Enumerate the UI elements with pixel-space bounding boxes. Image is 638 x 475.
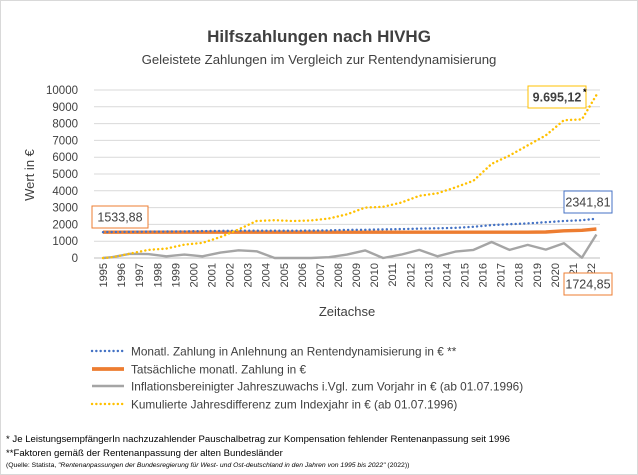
y-tick-label: 2000 bbox=[52, 219, 78, 231]
x-tick-label: 2019 bbox=[532, 263, 544, 287]
x-tick-label: 2014 bbox=[441, 263, 453, 287]
data-label-box bbox=[563, 190, 613, 214]
y-tick-label: 1000 bbox=[52, 236, 78, 248]
x-tick-label: 2013 bbox=[423, 263, 435, 287]
y-tick-label: 8000 bbox=[52, 119, 78, 131]
y-tick-label: 5000 bbox=[52, 169, 78, 181]
x-tick-label: 2012 bbox=[405, 263, 417, 287]
y-tick-label: 7000 bbox=[52, 135, 78, 147]
source-suffix: (2022)) bbox=[385, 462, 410, 469]
x-tick-label: 2005 bbox=[279, 263, 291, 287]
y-tick-label: 9000 bbox=[52, 102, 78, 114]
data-label: 2341,81 bbox=[565, 196, 610, 210]
x-tick-label: 1999 bbox=[170, 263, 182, 287]
y-axis-title: Wert in € bbox=[22, 148, 37, 201]
x-tick-label: 1997 bbox=[134, 263, 146, 287]
x-tick-label: 2002 bbox=[225, 263, 237, 287]
x-tick-label: 1998 bbox=[152, 263, 164, 287]
y-tick-label: 3000 bbox=[52, 203, 78, 215]
x-tick-label: 2008 bbox=[333, 263, 345, 287]
x-axis-title: Zeitachse bbox=[319, 304, 375, 319]
x-tick-label: 2020 bbox=[550, 263, 562, 287]
x-tick-label: 2015 bbox=[459, 263, 471, 287]
y-tick-label: 0 bbox=[72, 253, 78, 265]
x-tick-label: 1996 bbox=[116, 263, 128, 287]
data-label-box bbox=[91, 205, 149, 229]
source-prefix: (Quelle: Statista, bbox=[6, 462, 59, 469]
footnote-2: **Faktoren gemäß der Rentenanpassung der… bbox=[6, 448, 283, 459]
data-label: 1533,88 bbox=[97, 211, 142, 225]
series-line-0 bbox=[101, 217, 598, 234]
series-line-1 bbox=[103, 227, 597, 234]
data-label-box bbox=[563, 272, 613, 296]
x-tick-label: 2001 bbox=[206, 263, 218, 287]
series-line-2 bbox=[102, 233, 598, 260]
chart-title: Hilfszahlungen nach HIVHG bbox=[207, 27, 431, 46]
y-tick-label: 4000 bbox=[52, 186, 78, 198]
data-label: 1724,85 bbox=[565, 278, 610, 292]
legend-label-3: Kumulierte Jahresdifferenz zum Indexjahr… bbox=[131, 398, 457, 412]
x-tick-label: 2016 bbox=[478, 263, 490, 287]
x-tick-label: 2007 bbox=[315, 263, 327, 287]
x-tick-label: 2006 bbox=[297, 263, 309, 287]
y-tick-label: 10000 bbox=[46, 85, 78, 97]
x-tick-label: 2011 bbox=[387, 263, 399, 287]
series-line-3 bbox=[101, 93, 598, 260]
x-tick-label: 2004 bbox=[261, 263, 273, 287]
x-tick-label: 2009 bbox=[351, 263, 363, 287]
x-tick-label: 1995 bbox=[98, 263, 110, 287]
x-tick-label: 2017 bbox=[496, 263, 508, 287]
x-tick-label: 2003 bbox=[243, 263, 255, 287]
y-tick-label: 6000 bbox=[52, 152, 78, 164]
legend-label-2: Inflationsbereinigter Jahreszuwachs i.Vg… bbox=[131, 380, 523, 394]
source-title: "Rentenanpassungen der Bundesregierung f… bbox=[58, 462, 386, 469]
x-tick-label: 2018 bbox=[514, 263, 526, 287]
footnote-1: * Je LeistungsempfängerIn nachzuzahlende… bbox=[6, 434, 511, 445]
chart-subtitle: Geleistete Zahlungen im Vergleich zur Re… bbox=[142, 52, 497, 67]
data-label: 9.695,12 bbox=[533, 91, 582, 105]
source-note: (Quelle: Statista, "Rentenanpassungen de… bbox=[6, 462, 409, 469]
star-marker: * bbox=[583, 87, 587, 97]
legend-label-0: Monatl. Zahlung in Anlehnung an Rentendy… bbox=[131, 345, 457, 359]
legend-label-1: Tatsächliche monatl. Zahlung in € bbox=[131, 363, 307, 377]
data-label-box bbox=[527, 85, 587, 109]
x-tick-label: 2000 bbox=[188, 263, 200, 287]
x-tick-label: 2010 bbox=[369, 263, 381, 287]
